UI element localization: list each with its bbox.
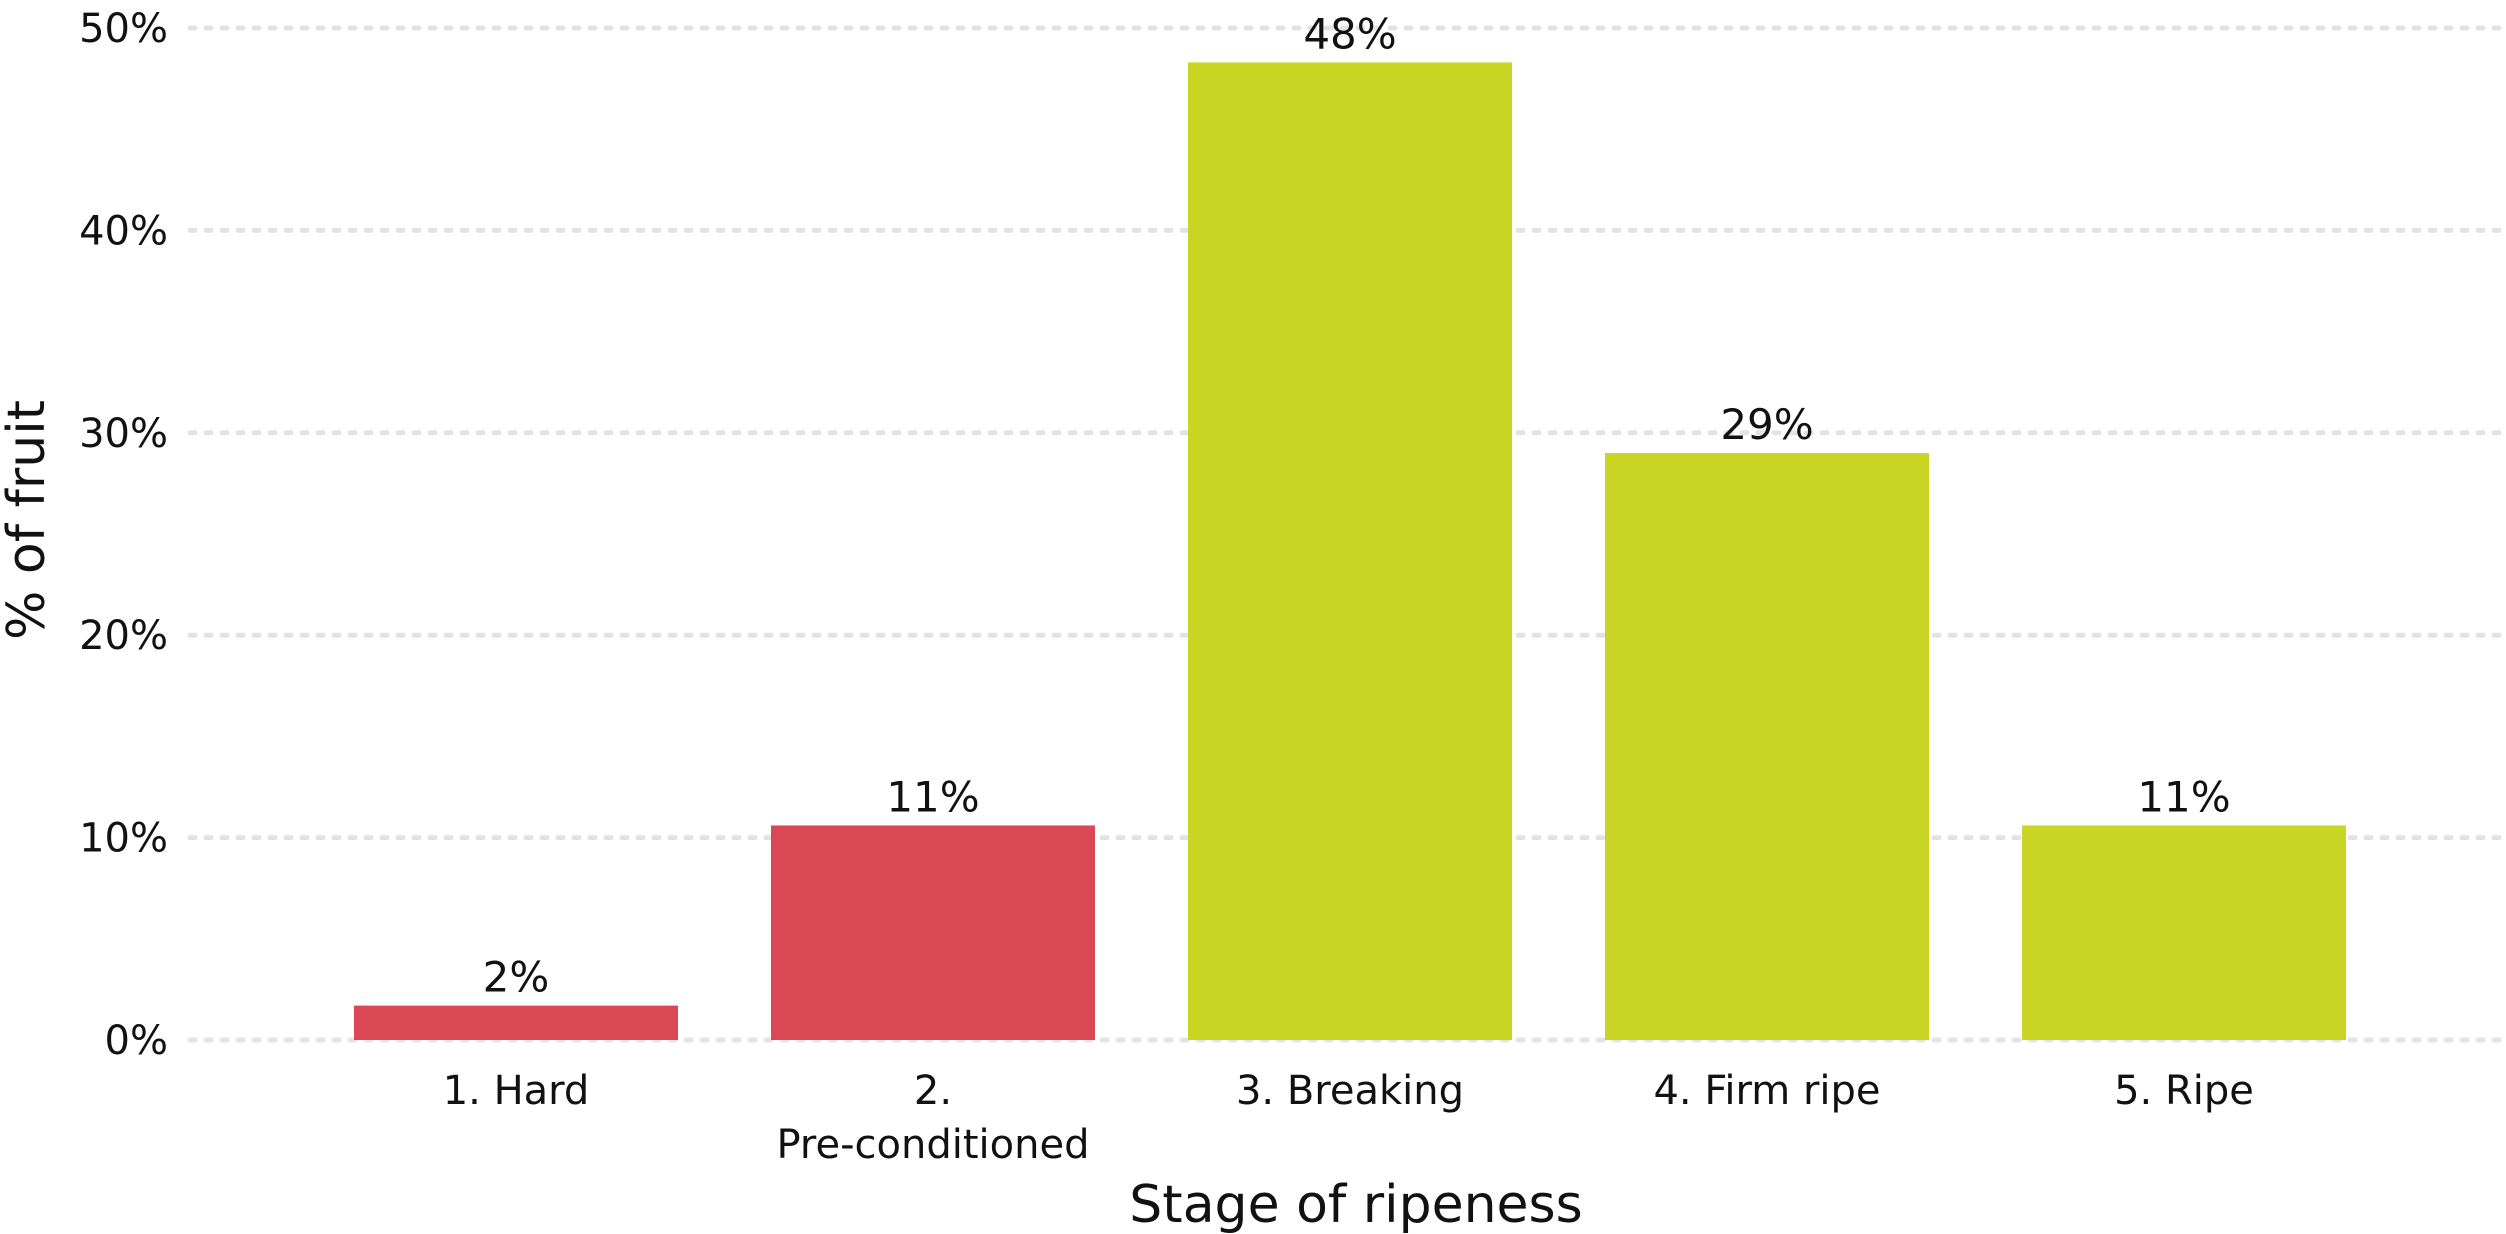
y-tick-label: 30% <box>79 411 168 457</box>
bar <box>1605 453 1929 1040</box>
y-axis-ticks: 0% 10% 20% 30% 40% 50% <box>79 6 168 1064</box>
data-label: 2% <box>483 953 550 1002</box>
y-tick-label: 0% <box>105 1018 168 1064</box>
data-label: 48% <box>1303 9 1396 58</box>
x-tick-label: 3. Breaking <box>1236 1068 1464 1114</box>
x-tick-label: 4. Firm ripe <box>1653 1068 1880 1114</box>
x-tick-label: 2. <box>914 1068 952 1114</box>
y-axis-title: % of fruit <box>0 400 57 640</box>
x-tick-label: 1. Hard <box>443 1068 590 1114</box>
data-label: 11% <box>2137 772 2230 821</box>
y-tick-label: 50% <box>79 6 168 52</box>
data-label: 29% <box>1720 400 1813 449</box>
y-tick-label: 10% <box>79 816 168 862</box>
bar <box>1188 62 1512 1040</box>
bar <box>354 1006 678 1040</box>
bar <box>771 825 1095 1040</box>
x-axis-ticks: 1. Hard 2. Pre-conditioned 3. Breaking 4. Fi… <box>443 1068 2254 1168</box>
bars <box>354 62 2346 1040</box>
y-tick-label: 20% <box>79 613 168 659</box>
x-tick-label: 5. Ripe <box>2114 1068 2254 1114</box>
x-axis-title: Stage of ripeness <box>1129 1175 1582 1234</box>
data-label: 11% <box>886 772 979 821</box>
bar <box>2022 825 2346 1040</box>
x-tick-label: Pre-conditioned <box>777 1122 1090 1168</box>
y-tick-label: 40% <box>79 208 168 254</box>
